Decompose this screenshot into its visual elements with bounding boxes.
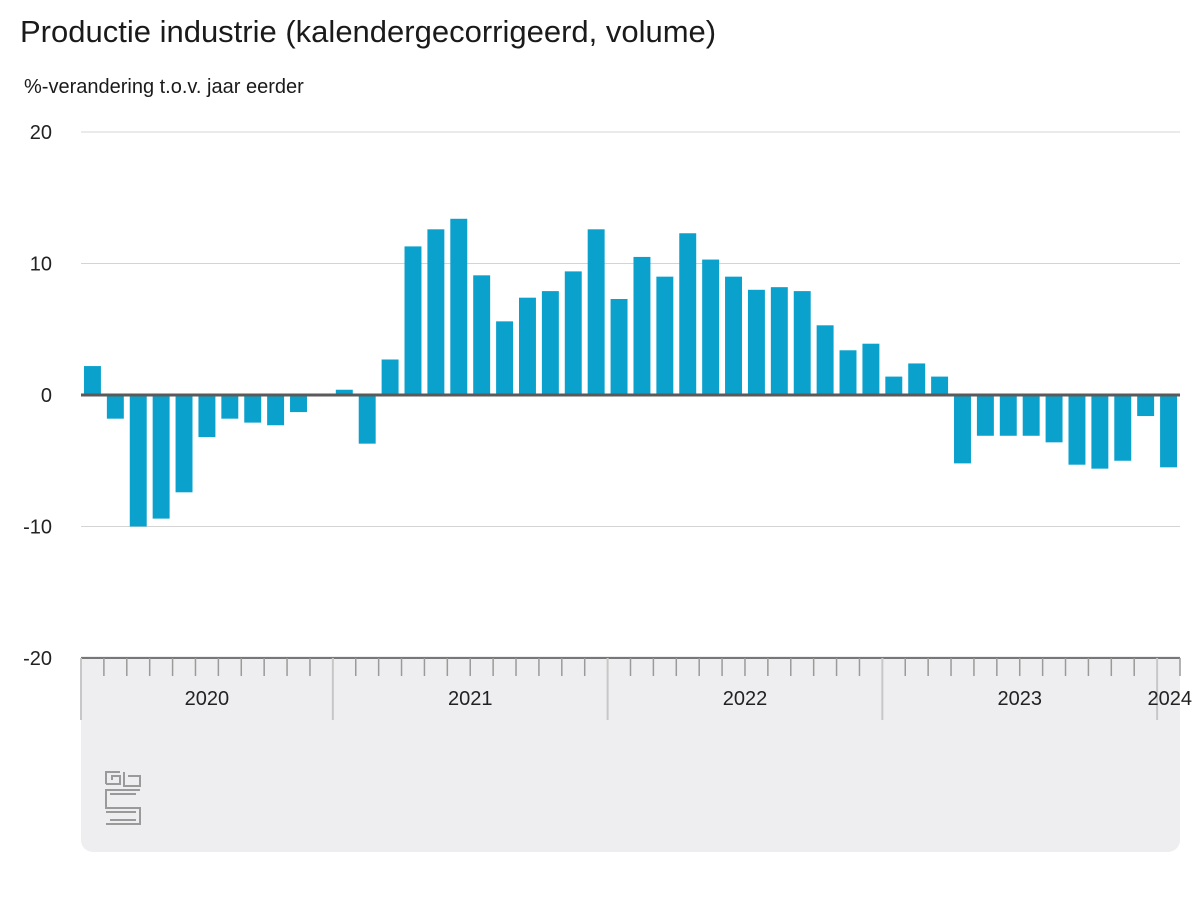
y-tick-label: 20 [30, 122, 52, 144]
x-year-label: 2020 [185, 688, 230, 710]
x-year-label: 2022 [723, 688, 768, 710]
bar [1137, 395, 1155, 417]
x-year-label: 2023 [997, 688, 1042, 710]
bar [427, 229, 445, 395]
bar [931, 376, 949, 395]
bar [1022, 395, 1040, 436]
bar [679, 233, 697, 395]
x-year-label: 2021 [448, 688, 493, 710]
bar [839, 350, 857, 395]
bar [587, 229, 605, 395]
bar [862, 343, 880, 395]
y-tick-label: -20 [23, 648, 52, 670]
bar [954, 395, 971, 464]
bar [473, 275, 491, 395]
bar [1068, 395, 1086, 465]
bar [496, 321, 514, 395]
bar [221, 395, 239, 419]
bar [198, 395, 216, 438]
bar [358, 395, 376, 444]
x-year-label: 2024 [1148, 688, 1193, 710]
bar [335, 389, 353, 395]
bar [518, 297, 536, 395]
bar [1045, 395, 1063, 443]
bar [381, 359, 399, 395]
bar [1160, 395, 1178, 468]
y-tick-labels: 20 10 0 -10 -20 [23, 122, 52, 670]
bar [106, 395, 124, 419]
bar [908, 363, 926, 395]
bar [747, 289, 765, 395]
bar [564, 271, 582, 395]
bar [702, 259, 720, 395]
bar [885, 376, 903, 395]
bar [656, 276, 674, 395]
bar [541, 291, 559, 395]
bar [633, 256, 651, 395]
gridlines [81, 131, 1180, 527]
bar [129, 395, 147, 527]
cbs-logo [105, 771, 141, 825]
bar [770, 287, 788, 395]
bars [83, 218, 1178, 527]
bar [83, 366, 101, 395]
bar [1114, 395, 1132, 461]
bar [450, 218, 468, 395]
y-tick-label: 10 [30, 254, 52, 276]
bar [152, 395, 170, 519]
bar [267, 395, 285, 426]
bar [244, 395, 262, 423]
bar [404, 246, 422, 395]
bar [1091, 395, 1109, 469]
bar [793, 291, 811, 395]
bar [175, 395, 193, 493]
y-tick-label: 0 [41, 385, 52, 407]
x-axis-panel [81, 656, 1180, 852]
chart-title: Productie industrie (kalendergecorrigeer… [20, 14, 717, 49]
bar [976, 395, 994, 436]
bar [816, 325, 834, 395]
bar [999, 395, 1017, 436]
bar [610, 299, 628, 395]
y-axis-label: %-verandering t.o.v. jaar eerder [24, 76, 304, 98]
y-tick-label: -10 [23, 517, 52, 539]
bar [290, 395, 307, 413]
x-axis: 2020 2021 2022 2023 2024 [80, 657, 1193, 720]
bar [725, 276, 743, 395]
